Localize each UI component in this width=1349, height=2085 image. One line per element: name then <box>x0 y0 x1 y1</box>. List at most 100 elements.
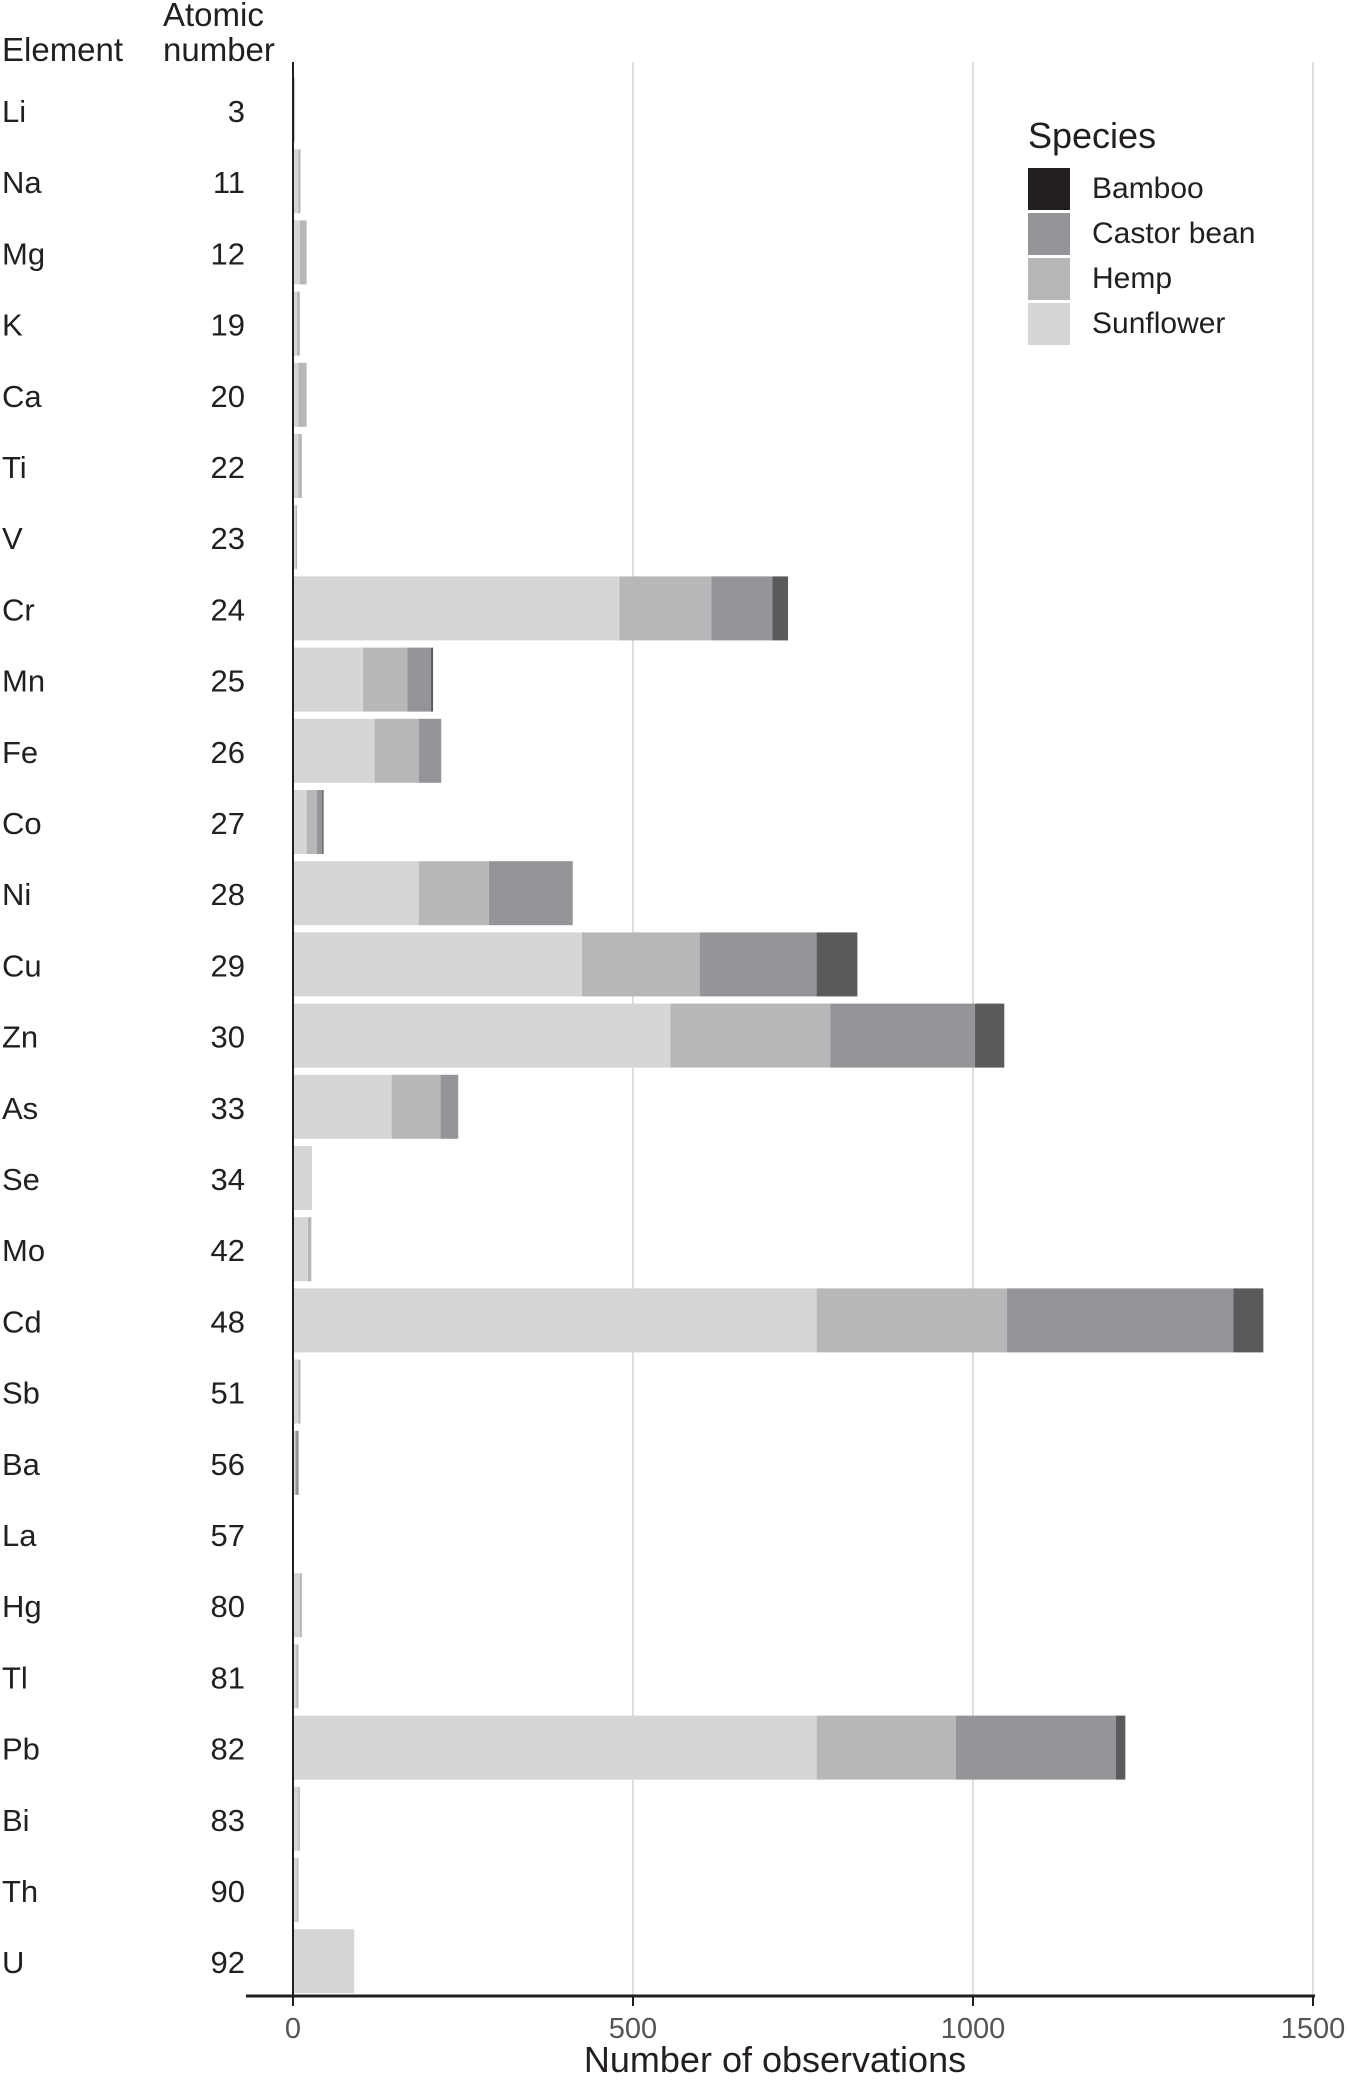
bar-segment-hemp <box>295 505 298 570</box>
atomic-number-label: 57 <box>211 1518 245 1553</box>
bar-segment-bamboo <box>772 576 789 641</box>
bar-segment-bamboo <box>1233 1288 1264 1353</box>
bar-segment-hemp <box>298 434 302 498</box>
bar-segment-sunflower <box>293 220 300 285</box>
atomic-number-label: 81 <box>211 1660 245 1695</box>
bar-segment-castor-bean <box>295 1430 298 1495</box>
atomic-number-label: 20 <box>211 379 245 414</box>
legend-item-hemp: Hemp <box>1028 256 1255 301</box>
atomic-number-label: 11 <box>213 165 245 200</box>
bar-segment-castor-bean <box>440 1074 459 1139</box>
legend-label-hemp: Hemp <box>1092 261 1173 295</box>
legend-swatch-bamboo <box>1028 167 1070 210</box>
bar-segment-hemp <box>391 1074 441 1139</box>
bar-segment-castor-bean <box>699 932 817 997</box>
element-label: Li <box>2 94 26 129</box>
bar-segment-hemp <box>816 1715 956 1780</box>
legend-label-bamboo: Bamboo <box>1092 171 1204 205</box>
legend-swatch-castor-bean <box>1028 212 1070 255</box>
bar-segment-castor-bean <box>488 861 572 926</box>
bar-segment-hemp <box>299 220 307 285</box>
x-tick-label: 1000 <box>941 2013 1006 2045</box>
bar-segment-sunflower <box>293 1644 297 1709</box>
bar-segment-sunflower <box>293 1288 817 1353</box>
x-tick-label: 500 <box>609 2013 657 2045</box>
atomic-number-header-line1: Atomic <box>163 0 264 33</box>
bar-segment-bamboo <box>1115 1715 1126 1780</box>
bar-segment-sunflower <box>293 434 299 498</box>
bar-segment-sunflower <box>293 1217 308 1282</box>
atomic-number-label: 29 <box>211 948 245 983</box>
element-label: Mn <box>2 664 45 699</box>
bar-segment-sunflower <box>293 149 299 214</box>
bar-segment-sunflower <box>293 362 299 427</box>
bar-segment-sunflower <box>293 647 364 712</box>
bar-segment-hemp <box>297 1858 299 1922</box>
bar-segment-sunflower <box>293 1430 296 1495</box>
bar-segment-sunflower <box>293 1786 299 1851</box>
bar-segment-bamboo <box>975 1003 1005 1068</box>
atomic-number-label: 51 <box>211 1376 245 1411</box>
bar-segment-bamboo <box>322 790 324 854</box>
element-label: Hg <box>2 1589 42 1624</box>
atomic-number-label: 12 <box>211 236 245 271</box>
bar-segment-hemp <box>363 647 408 712</box>
bar-segment-bamboo <box>297 1430 299 1495</box>
bar-segment-hemp <box>307 1217 312 1282</box>
x-tick-label: 0 <box>285 2013 301 2045</box>
element-label: As <box>2 1091 38 1126</box>
element-label: Ti <box>2 450 27 485</box>
bar-segment-hemp <box>296 1644 299 1709</box>
bar-segment-hemp <box>582 932 700 997</box>
element-label: Se <box>2 1162 40 1197</box>
x-axis-title: Number of observations <box>583 2039 967 2080</box>
element-label: Mg <box>2 236 45 271</box>
element-label: La <box>2 1518 37 1553</box>
bar-segment-castor-bean <box>407 647 432 712</box>
atomic-number-label: 30 <box>211 1020 245 1055</box>
element-label: Co <box>2 806 42 841</box>
bar-segment-castor-bean <box>711 576 773 641</box>
atomic-number-label: 90 <box>211 1874 245 1909</box>
row-labels: Li 3 Na 11 Mg 12 K 19 Ca 20 Ti 22 V 23 Cr 24 Mn 25 Fe 26 Co 2… <box>2 94 245 1980</box>
element-column-header: Element <box>2 31 124 68</box>
atomic-number-label: 42 <box>211 1233 245 1268</box>
element-label: Ba <box>2 1447 41 1482</box>
bar-segment-hemp <box>670 1003 831 1068</box>
element-label: Tl <box>2 1660 28 1695</box>
element-label: V <box>2 521 23 556</box>
x-axis: 0 500 1000 1500 <box>246 62 1345 2045</box>
bar-segment-hemp <box>295 1430 296 1495</box>
atomic-number-label: 92 <box>211 1945 245 1980</box>
atomic-number-label: 82 <box>211 1732 245 1767</box>
bar-segment-sunflower <box>293 1929 355 1994</box>
bar-segment-sunflower <box>293 505 296 570</box>
atomic-number-label: 34 <box>211 1162 245 1197</box>
bar-segment-hemp <box>306 790 317 854</box>
legend-label-sunflower: Sunflower <box>1092 306 1226 340</box>
atomic-number-label: 23 <box>211 521 245 556</box>
bar-segment-sunflower <box>293 718 375 783</box>
bar-segment-hemp <box>619 576 712 641</box>
atomic-number-label: 80 <box>211 1589 245 1624</box>
bar-segment-sunflower <box>293 291 298 356</box>
bar-segment-castor-bean <box>830 1003 976 1068</box>
atomic-number-label: 26 <box>211 735 245 770</box>
element-label: Cr <box>2 592 35 627</box>
bar-segment-sunflower <box>293 1074 392 1139</box>
bar-segment-hemp <box>298 1359 301 1424</box>
element-label: Th <box>2 1874 38 1909</box>
legend-swatch-sunflower <box>1028 302 1070 345</box>
bars <box>293 78 1264 1994</box>
bar-segment-bamboo <box>431 647 434 712</box>
legend-title: Species <box>1028 115 1157 156</box>
atomic-number-label: 56 <box>211 1447 245 1482</box>
element-label: Zn <box>2 1020 38 1055</box>
bar-segment-sunflower <box>293 1715 817 1780</box>
element-label: Ni <box>2 877 31 912</box>
bar-segment-hemp <box>816 1288 1007 1353</box>
bar-segment-hemp <box>298 1786 300 1851</box>
bar-segment-castor-bean <box>316 790 323 854</box>
atomic-number-label: 25 <box>211 664 245 699</box>
